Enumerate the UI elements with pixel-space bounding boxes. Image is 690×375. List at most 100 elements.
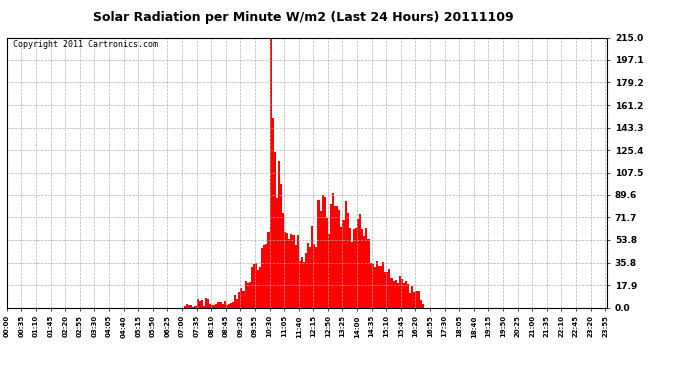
Bar [290,234,293,308]
Bar [313,244,315,308]
Bar [372,264,374,308]
Bar [297,235,299,308]
Bar [322,195,324,308]
Bar [193,307,195,308]
Bar [232,302,234,307]
Bar [264,245,266,308]
Bar [315,247,317,308]
Bar [393,281,395,308]
Bar [386,272,388,308]
Bar [422,304,424,307]
Bar [411,286,413,308]
Bar [413,292,415,308]
Bar [234,294,236,307]
Bar [362,229,364,308]
Bar [295,245,297,308]
Bar [221,304,224,307]
Bar [255,263,257,308]
Bar [407,284,409,308]
Bar [219,303,221,307]
Bar [355,228,357,308]
Bar [374,267,376,308]
Bar [262,248,264,308]
Bar [415,291,417,308]
Bar [184,306,186,308]
Bar [330,204,332,308]
Bar [201,300,203,307]
Bar [215,304,217,307]
Bar [340,227,342,308]
Bar [274,152,276,308]
Bar [280,184,282,308]
Bar [186,304,188,307]
Bar [366,228,368,308]
Bar [328,234,330,308]
Bar [190,305,193,308]
Bar [417,291,420,308]
Bar [250,267,253,308]
Bar [284,232,286,308]
Bar [351,242,353,308]
Bar [395,280,397,308]
Text: Solar Radiation per Minute W/m2 (Last 24 Hours) 20111109: Solar Radiation per Minute W/m2 (Last 24… [93,11,514,24]
Bar [397,284,399,308]
Bar [401,279,403,308]
Bar [213,304,215,307]
Bar [384,272,386,308]
Bar [282,213,284,308]
Bar [303,262,305,308]
Bar [195,306,197,308]
Bar [217,302,219,307]
Bar [242,291,244,308]
Bar [205,298,207,307]
Bar [307,243,309,308]
Bar [338,210,340,308]
Bar [382,262,384,308]
Bar [259,267,262,308]
Bar [380,266,382,308]
Bar [420,300,422,307]
Bar [405,281,407,308]
Bar [344,201,346,308]
Bar [268,232,270,308]
Bar [378,266,380,308]
Bar [357,219,359,308]
Bar [319,211,322,308]
Bar [293,236,295,308]
Bar [276,198,278,308]
Bar [359,214,362,308]
Bar [399,276,401,308]
Bar [207,299,209,307]
Bar [244,281,246,308]
Bar [248,282,250,308]
Bar [368,238,370,308]
Bar [199,301,201,307]
Bar [370,263,372,308]
Bar [257,270,259,308]
Bar [203,306,205,308]
Bar [246,284,248,308]
Bar [334,206,336,308]
Bar [353,229,355,308]
Bar [288,239,290,308]
Bar [211,304,213,307]
Bar [240,288,242,308]
Bar [305,254,307,308]
Bar [346,213,348,308]
Bar [224,301,226,307]
Bar [272,118,274,308]
Bar [309,247,311,308]
Bar [236,299,238,307]
Bar [299,261,301,308]
Bar [270,38,272,308]
Bar [286,233,288,308]
Bar [278,161,280,308]
Bar [301,257,303,307]
Bar [403,283,405,308]
Text: Copyright 2011 Cartronics.com: Copyright 2011 Cartronics.com [13,40,158,49]
Bar [336,206,338,308]
Bar [209,304,211,307]
Bar [311,226,313,308]
Bar [348,228,351,308]
Bar [388,269,391,308]
